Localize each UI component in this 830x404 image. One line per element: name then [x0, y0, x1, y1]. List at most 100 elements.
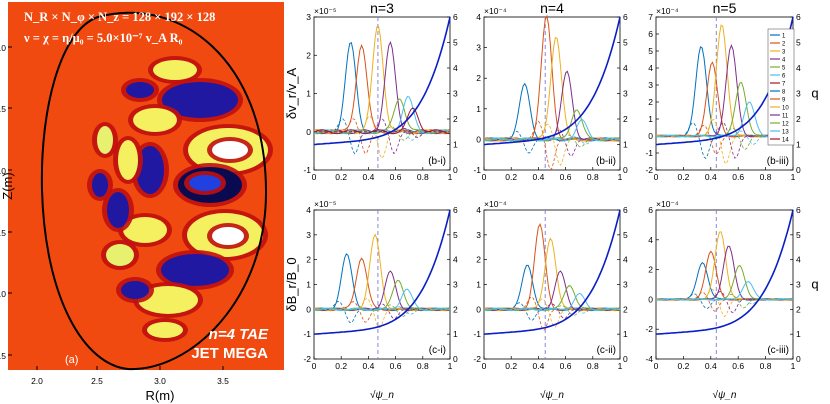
q-profile-line — [483, 209, 621, 335]
ytick-label: -2 — [473, 354, 481, 364]
qtick-label: 3 — [453, 280, 458, 290]
qtick-label: 4 — [623, 63, 628, 73]
series-line-dashed — [484, 136, 620, 145]
series-line — [483, 119, 621, 142]
xtick-label: 0.2 — [505, 361, 517, 371]
mode-blob — [161, 254, 229, 286]
series-line — [313, 107, 451, 135]
left-ytick-label: -1.0 — [0, 289, 6, 299]
xtick-label: 0.2 — [505, 172, 517, 182]
panel-tag: (b-i) — [428, 156, 446, 167]
grid-caption: N_R × N_φ × N_z = 128 × 192 × 128 — [24, 10, 216, 24]
qtick-label: 1 — [796, 140, 801, 150]
q-profile-line — [313, 209, 451, 335]
ytick-label: 4 — [648, 63, 653, 73]
x-axis-label: √ψ_n — [713, 389, 737, 401]
ytick-label: 3 — [306, 230, 311, 240]
mode-structure — [87, 56, 273, 342]
legend-entry: 9 — [782, 98, 786, 104]
qtick-label: 0 — [623, 354, 628, 364]
qtick-label: 2 — [796, 304, 801, 314]
xtick-label: 1 — [448, 361, 453, 371]
qtick-label: 0 — [796, 354, 801, 364]
qtick-label: 1 — [623, 140, 628, 150]
plot-frame — [655, 209, 794, 360]
mode-blob — [136, 146, 164, 194]
legend-entry: 4 — [782, 58, 786, 64]
xtick-label: 0.2 — [335, 361, 347, 371]
ytick-label: 0 — [306, 127, 311, 137]
legend-entry: 14 — [782, 138, 789, 144]
qtick-label: 0 — [453, 165, 458, 175]
mode-label: n=4 TAE — [209, 326, 269, 343]
mode-blob — [107, 192, 129, 228]
xtick-label: 0.4 — [362, 172, 374, 182]
column-title: n=3 — [370, 0, 394, 16]
mode-blob — [97, 126, 113, 154]
row-label: δv_r/v_A — [284, 68, 299, 120]
legend-entry: 12 — [782, 122, 789, 128]
column-title: n=5 — [713, 0, 737, 16]
mode-blob — [153, 60, 197, 80]
series-line — [313, 288, 451, 312]
xtick-label: 1 — [618, 361, 623, 371]
qtick-label: 6 — [453, 205, 458, 215]
qtick-label: 1 — [796, 329, 801, 339]
ytick-label: 0 — [476, 304, 481, 314]
series-line-dashed — [314, 128, 450, 138]
left-ylabel: Z(m) — [0, 172, 15, 199]
qtick-label: 6 — [623, 205, 628, 215]
left-ytick-label: 0.5 — [0, 104, 6, 114]
ytick-label: 5 — [648, 46, 653, 56]
ytick-label: -1 — [303, 329, 311, 339]
xtick-label: 0.4 — [705, 172, 717, 182]
ytick-label: 0 — [648, 131, 653, 141]
plot-frame — [483, 209, 621, 360]
ytick-label: 3 — [648, 80, 653, 90]
mode-blob — [126, 82, 154, 98]
q-profile-line — [655, 209, 794, 335]
xtick-label: 0.8 — [760, 361, 772, 371]
mode-blob — [212, 227, 244, 245]
qtick-label: 4 — [796, 255, 801, 265]
left-xtick-label: 2.5 — [91, 376, 103, 386]
qtick-label: 1 — [453, 329, 458, 339]
xtick-label: 0.2 — [677, 172, 689, 182]
mode-blob — [189, 175, 221, 191]
ytick-label: 7 — [648, 12, 653, 22]
ytick-label: 2 — [648, 265, 653, 275]
legend-entry: 10 — [782, 106, 789, 112]
qtick-label: 2 — [623, 304, 628, 314]
exponent-label: ×10⁻⁵ — [314, 6, 336, 16]
panel-tag: (c-i) — [429, 345, 446, 356]
ytick-label: 1 — [648, 114, 653, 124]
xtick-label: 0.4 — [532, 172, 544, 182]
q-axis-label: q — [811, 277, 818, 292]
qtick-label: 2 — [623, 114, 628, 124]
qtick-label: 6 — [796, 12, 801, 22]
ytick-label: 1 — [306, 89, 311, 99]
ytick-label: 2 — [306, 255, 311, 265]
series-line — [483, 292, 621, 312]
left-ytick-label: 1.0 — [0, 43, 6, 53]
plot-frame — [483, 16, 621, 171]
left-panel: (a) n=4 TAE JET MEGA 2.0 2.5 3.0 3.5 1.0 0.5 0… — [0, 2, 284, 403]
qtick-label: 3 — [623, 280, 628, 290]
ytick-label: 0 — [476, 134, 481, 144]
ytick-label: 3 — [476, 230, 481, 240]
xtick-label: 0.2 — [677, 361, 689, 371]
xtick-label: 0.8 — [587, 361, 599, 371]
ytick-label: 4 — [648, 235, 653, 245]
legend-entry: 3 — [782, 50, 786, 56]
exponent-label: ×10⁻⁴ — [484, 6, 507, 16]
qtick-label: 2 — [453, 114, 458, 124]
plasma-boundary — [40, 11, 268, 371]
xtick-label: 1 — [791, 361, 796, 371]
qtick-label: 5 — [623, 38, 628, 48]
xtick-label: 0 — [482, 361, 487, 371]
